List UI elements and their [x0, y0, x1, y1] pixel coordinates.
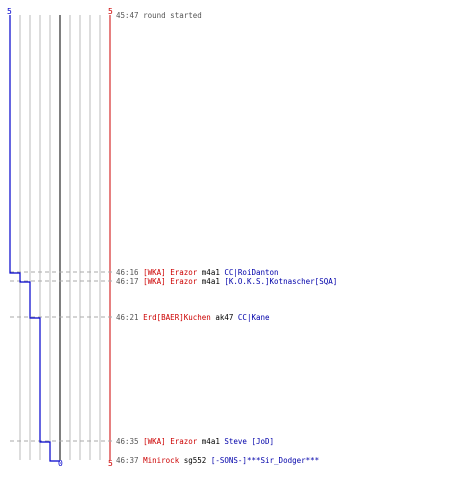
right-team-max-score: 5	[108, 7, 113, 16]
event-killer: [WKA] Erazor	[143, 277, 198, 286]
team-a-score-line	[9, 15, 60, 462]
event-weapon: m4a1	[201, 268, 220, 277]
event-victim: CC|Kane	[237, 313, 270, 322]
event-killer: Minirock	[143, 456, 180, 465]
event-weapon: m4a1	[201, 277, 220, 286]
event-time: 46:35	[116, 437, 139, 446]
event-weapon: m4a1	[201, 437, 220, 446]
right-team-final-score: 5	[108, 459, 113, 468]
event-row: 46:17 [WKA] Erazor m4a1 [K.O.K.S.]Kotnas…	[116, 277, 337, 286]
event-killer: [WKA] Erazor	[143, 268, 198, 277]
event-victim: [-SONS-]***Sir_Dodger***	[210, 456, 320, 465]
event-time: 46:21	[116, 313, 139, 322]
round-start-label: 45:47 round started	[116, 11, 202, 20]
event-row: 46:37 Minirock sg552 [-SONS-]***Sir_Dodg…	[116, 456, 319, 465]
event-time: 46:37	[116, 456, 139, 465]
left-team-max-score: 5	[7, 7, 12, 16]
left-team-final-score: 0	[58, 459, 63, 468]
event-killer: Erd[BAER]Kuchen	[143, 313, 211, 322]
event-time: 46:16	[116, 268, 139, 277]
event-row: 46:16 [WKA] Erazor m4a1 CC|RoiDanton	[116, 268, 279, 277]
event-row: 46:21 Erd[BAER]Kuchen ak47 CC|Kane	[116, 313, 270, 322]
event-weapon: sg552	[183, 456, 207, 465]
event-row: 46:35 [WKA] Erazor m4a1 Steve [JoD]	[116, 437, 274, 446]
event-killer: [WKA] Erazor	[143, 437, 198, 446]
event-victim: CC|RoiDanton	[224, 268, 279, 277]
event-victim: Steve [JoD]	[224, 437, 275, 446]
event-time: 46:17	[116, 277, 139, 286]
round-start-time: 45:47	[116, 11, 139, 20]
event-victim: [K.O.K.S.]Kotnascher[SQA]	[224, 277, 338, 286]
event-weapon: ak47	[215, 313, 234, 322]
round-start-text: round started	[143, 11, 202, 20]
